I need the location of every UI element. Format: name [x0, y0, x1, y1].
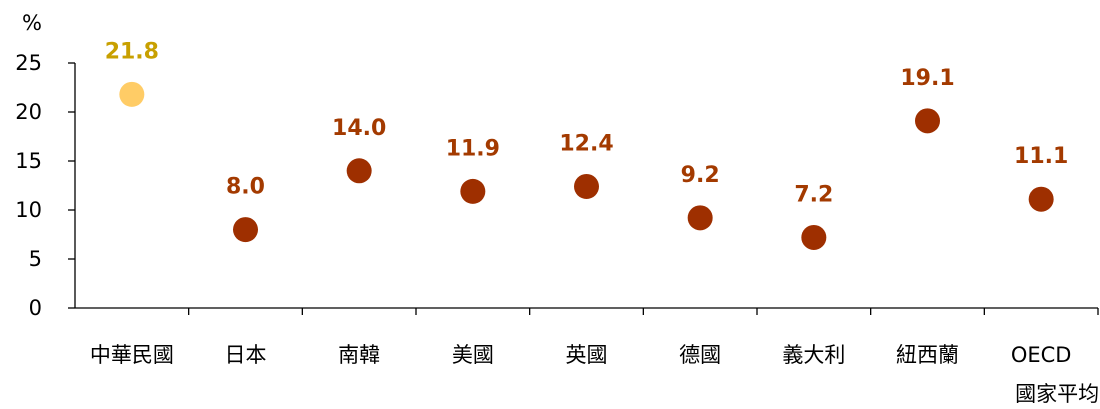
data-label: 7.2 — [794, 182, 833, 207]
y-tick-label: 20 — [15, 100, 42, 124]
data-label: 11.1 — [1014, 144, 1068, 169]
y-axis-ticks: 0 5 10 15 20 25 — [15, 51, 75, 320]
y-tick-label: 25 — [15, 51, 42, 75]
data-point — [346, 158, 372, 184]
x-axis-ticks — [188, 308, 1099, 315]
category-label: 美國 — [452, 343, 494, 367]
category-label: 義大利 — [782, 343, 845, 367]
data-point — [233, 217, 258, 243]
y-tick-label: 0 — [29, 296, 42, 320]
data-label: 8.0 — [226, 175, 265, 200]
x-axis-labels: 中華民國 日本 南韓 美國 英國 德國 義大利 紐西蘭 OECD 國家平均 — [90, 343, 1099, 406]
category-label: 南韓 — [338, 343, 380, 367]
y-tick-label: 15 — [15, 149, 42, 173]
data-label: 9.2 — [681, 163, 720, 188]
data-label: 14.0 — [332, 116, 386, 141]
data-point — [687, 205, 713, 231]
category-label: 日本 — [225, 343, 267, 367]
data-label: 12.4 — [559, 131, 613, 156]
category-label: OECD 國家平均 — [1011, 343, 1099, 406]
category-label: 英國 — [566, 343, 608, 367]
data-point — [460, 178, 486, 204]
data-point — [119, 81, 145, 107]
category-label: 中華民國 — [90, 343, 174, 367]
data-points — [119, 81, 1054, 250]
y-tick-label: 10 — [15, 198, 42, 222]
category-label: 德國 — [679, 343, 721, 367]
data-point — [574, 173, 599, 199]
data-label: 11.9 — [446, 136, 500, 161]
data-label: 19.1 — [900, 66, 954, 91]
y-tick-label: 5 — [29, 247, 42, 271]
data-point — [1028, 186, 1054, 212]
data-labels: 21.8 8.0 14.0 11.9 12.4 9.2 7.2 19.1 11.1 — [105, 39, 1069, 207]
data-point — [801, 224, 827, 250]
y-axis-unit: % — [22, 11, 42, 35]
category-label: 紐西蘭 — [896, 343, 959, 367]
axes — [74, 63, 1098, 309]
data-label: 21.8 — [105, 39, 159, 64]
data-point — [915, 108, 940, 134]
